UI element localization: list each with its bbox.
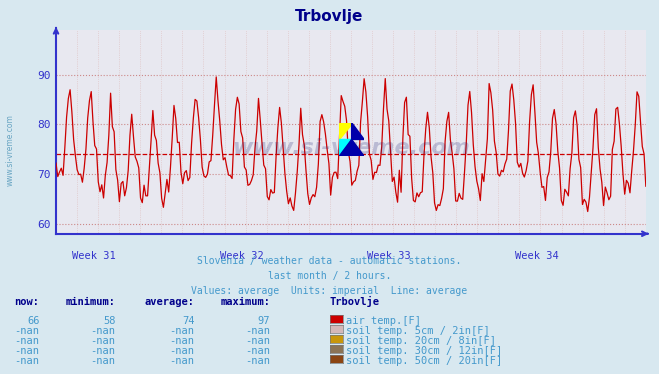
Text: Week 33: Week 33: [367, 251, 411, 261]
Text: 58: 58: [103, 316, 115, 326]
Text: soil temp. 30cm / 12in[F]: soil temp. 30cm / 12in[F]: [346, 346, 502, 356]
Text: www.si-vreme.com: www.si-vreme.com: [232, 138, 470, 158]
Text: Week 32: Week 32: [220, 251, 264, 261]
Text: -nan: -nan: [245, 336, 270, 346]
Text: soil temp. 50cm / 20in[F]: soil temp. 50cm / 20in[F]: [346, 356, 502, 367]
Text: Week 31: Week 31: [72, 251, 116, 261]
Text: -nan: -nan: [14, 356, 40, 367]
Text: minimum:: minimum:: [65, 297, 115, 307]
Text: soil temp. 5cm / 2in[F]: soil temp. 5cm / 2in[F]: [346, 326, 490, 336]
Text: 74: 74: [182, 316, 194, 326]
Text: Trbovlje: Trbovlje: [330, 296, 380, 307]
Polygon shape: [339, 140, 364, 156]
Polygon shape: [339, 140, 352, 156]
Text: now:: now:: [14, 297, 40, 307]
Text: -nan: -nan: [90, 326, 115, 336]
Text: www.si-vreme.com: www.si-vreme.com: [5, 114, 14, 186]
Text: -nan: -nan: [90, 346, 115, 356]
Text: -nan: -nan: [169, 356, 194, 367]
Polygon shape: [352, 123, 364, 140]
Text: -nan: -nan: [169, 346, 194, 356]
Text: -nan: -nan: [90, 336, 115, 346]
Text: average:: average:: [144, 297, 194, 307]
Text: air temp.[F]: air temp.[F]: [346, 316, 421, 326]
Text: -nan: -nan: [14, 326, 40, 336]
Text: -nan: -nan: [169, 336, 194, 346]
Text: Week 34: Week 34: [515, 251, 559, 261]
Text: Slovenia / weather data - automatic stations.: Slovenia / weather data - automatic stat…: [197, 256, 462, 266]
Text: -nan: -nan: [14, 336, 40, 346]
Text: -nan: -nan: [245, 346, 270, 356]
Polygon shape: [339, 123, 352, 140]
Text: 66: 66: [27, 316, 40, 326]
Text: -nan: -nan: [90, 356, 115, 367]
Text: -nan: -nan: [14, 346, 40, 356]
Text: -nan: -nan: [245, 356, 270, 367]
Text: last month / 2 hours.: last month / 2 hours.: [268, 271, 391, 281]
Text: maximum:: maximum:: [220, 297, 270, 307]
Text: soil temp. 20cm / 8in[F]: soil temp. 20cm / 8in[F]: [346, 336, 496, 346]
Text: -nan: -nan: [245, 326, 270, 336]
Text: 97: 97: [258, 316, 270, 326]
Text: -nan: -nan: [169, 326, 194, 336]
Text: Values: average  Units: imperial  Line: average: Values: average Units: imperial Line: av…: [191, 286, 468, 296]
Text: Trbovlje: Trbovlje: [295, 9, 364, 24]
